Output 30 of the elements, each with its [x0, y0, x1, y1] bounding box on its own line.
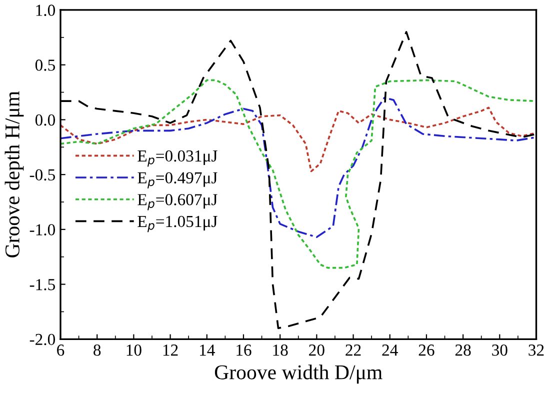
line-series [60, 96, 536, 238]
y-tick-label: 0.0 [35, 114, 56, 126]
line-series [60, 79, 536, 269]
x-tick-label: 14 [200, 344, 215, 356]
x-tick-label: 12 [163, 344, 178, 356]
x-tick-label: 10 [126, 344, 142, 356]
x-tick-label: 22 [346, 344, 361, 356]
line-series [60, 106, 536, 172]
y-tick-label: -1.5 [30, 279, 55, 290]
legend-label: E$_{p}$=1.051μJ [138, 216, 218, 232]
legend-label: E$_{p}$=0.607μJ [138, 194, 218, 210]
x-axis-title: Groove width D/μm [214, 364, 382, 384]
x-tick-label: 26 [418, 344, 434, 356]
x-tick-label: 32 [528, 344, 544, 356]
x-tick-label: 18 [273, 344, 288, 356]
x-tick-label: 16 [236, 344, 252, 356]
y-tick-label: 0.5 [35, 60, 55, 71]
x-tick-label: 20 [309, 344, 324, 356]
y-tick-label: -0.5 [30, 169, 55, 181]
x-tick-label: 24 [382, 344, 398, 356]
x-tick-label: 28 [455, 344, 471, 356]
y-tick-label: 1.0 [36, 4, 56, 16]
legend-label: E$_{p}$=0.497μJ [138, 172, 218, 188]
y-tick-label: -2.0 [30, 334, 56, 346]
x-tick-label: 6 [57, 344, 64, 356]
x-tick-label: 8 [94, 344, 101, 356]
y-tick-label: -1.0 [30, 224, 56, 236]
legend-label: E$_{p}$=0.031μJ [138, 150, 218, 167]
y-axis-title: Groove depth H/μm [4, 91, 24, 258]
x-tick-label: 30 [492, 344, 508, 356]
